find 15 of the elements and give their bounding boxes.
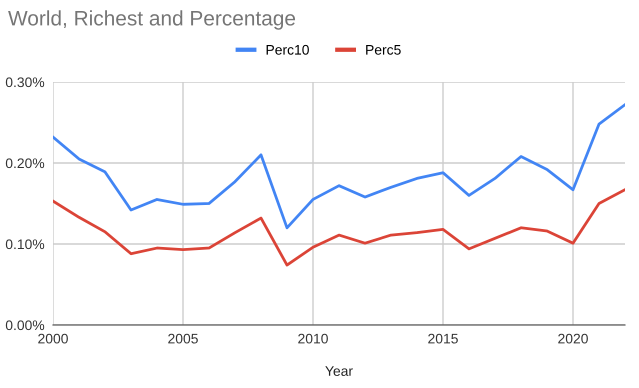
x-tick-label: 2020	[558, 334, 588, 344]
legend-label: Perc10	[266, 44, 309, 55]
x-tick-label: 2000	[38, 334, 68, 344]
x-tick-label: 2005	[168, 334, 198, 344]
line-series	[53, 103, 625, 230]
legend-label: Perc5	[366, 45, 401, 55]
line-series	[53, 188, 625, 266]
y-tick-label: 0.10%	[6, 239, 44, 250]
y-tick-label: 0.20%	[6, 158, 44, 168]
x-tick-label: 2015	[428, 334, 458, 344]
x-axis-title: Year	[325, 366, 353, 376]
x-tick-label: 2010	[298, 334, 328, 344]
y-tick-label: 0.30%	[6, 77, 44, 88]
y-tick-label: 0.00%	[6, 320, 44, 330]
chart-title: World, Richest and Percentage	[8, 10, 296, 30]
